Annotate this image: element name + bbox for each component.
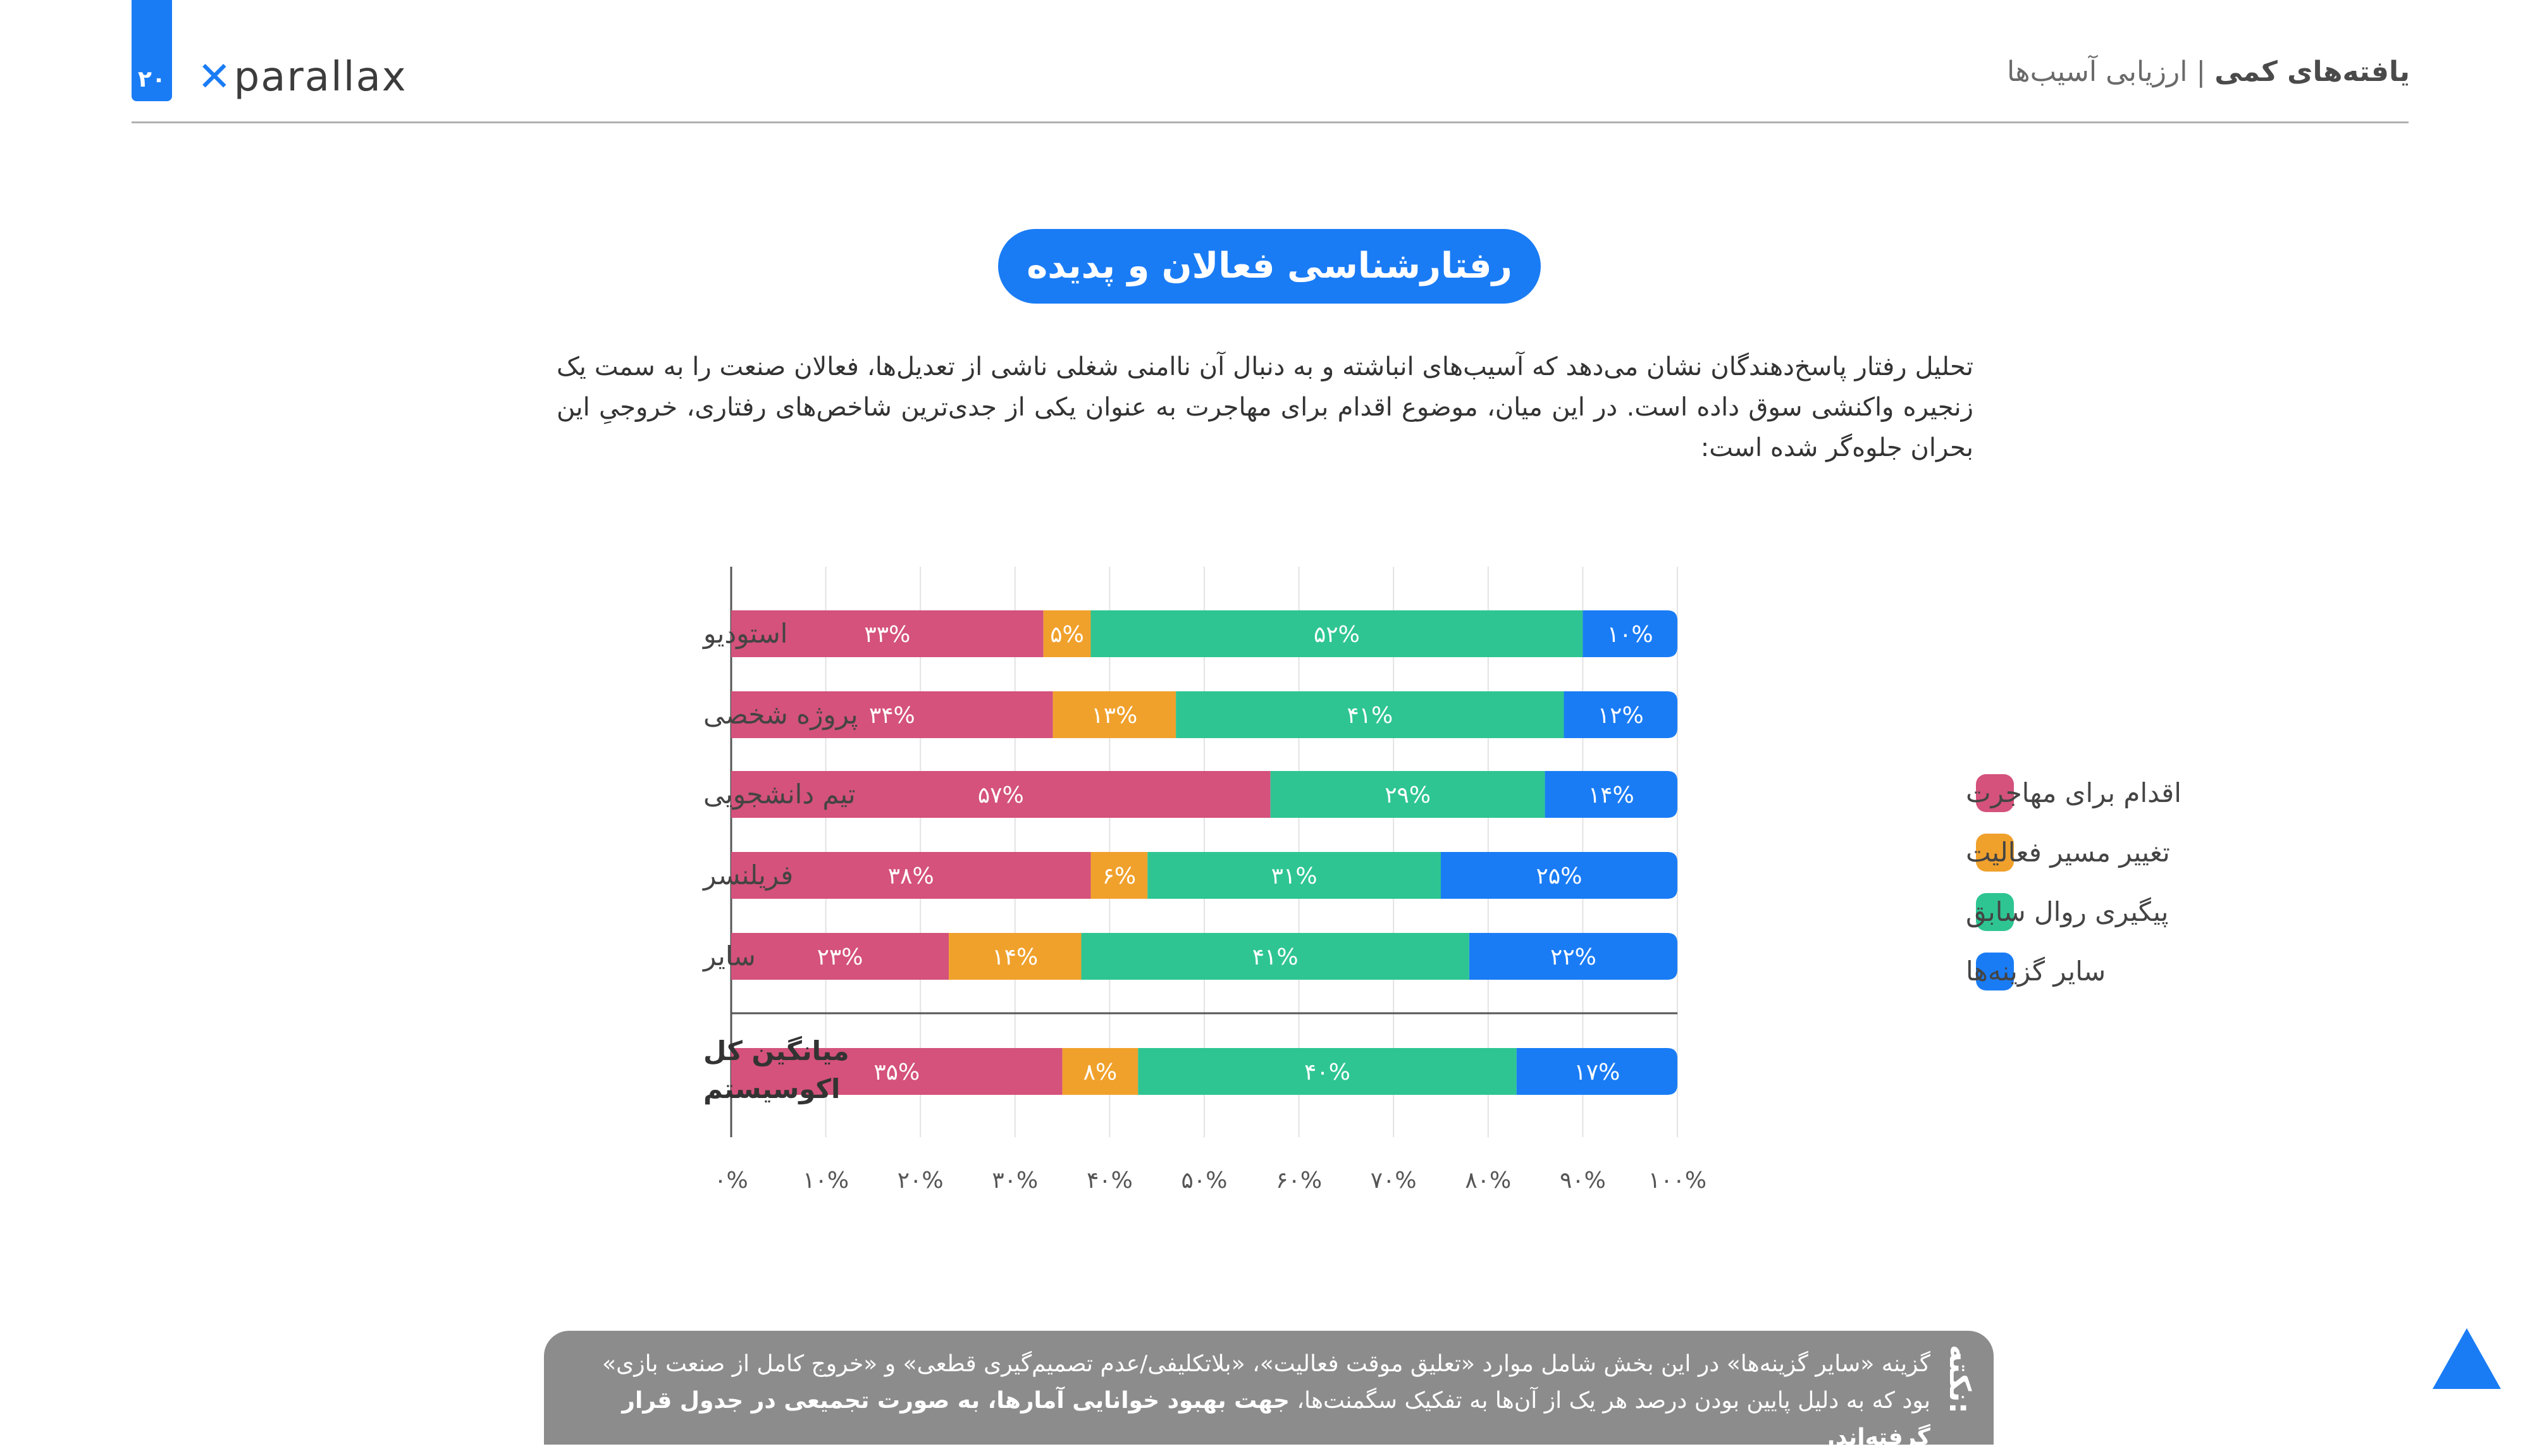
data-label: ۳۳% <box>864 622 910 648</box>
data-label: ۴۱% <box>1347 703 1393 729</box>
legend-swatch <box>1976 774 2014 812</box>
section-breadcrumb: یافته‌های کمی | ارزیابی آسیب‌ها <box>2007 56 2410 88</box>
category-label: اکوسیستم <box>703 1073 840 1105</box>
bar-segment <box>731 1048 1063 1095</box>
data-label: ۱۴% <box>1588 782 1634 808</box>
bar-segment <box>731 933 949 980</box>
page-title: رفتارشناسی فعالان و پدیده مهاجرت <box>998 229 1541 361</box>
data-label: ۵۲% <box>1314 622 1360 648</box>
category-label: تیم دانشجویی <box>703 779 856 810</box>
data-label: ۳۸% <box>888 863 934 889</box>
x-tick-label: ۴۰% <box>1087 1168 1133 1194</box>
legend-label: پیگیری روال سابق <box>1966 896 2168 928</box>
x-tick-label: ۲۰% <box>898 1168 944 1194</box>
bar-segment <box>949 933 1082 980</box>
bar-segment <box>1081 933 1469 980</box>
note-body: گزینه «سایر گزینه‌ها» در این بخش شامل مو… <box>602 1351 1930 1414</box>
x-tick-label: ۳۰% <box>992 1168 1038 1194</box>
data-label: ۱۳% <box>1091 703 1137 729</box>
bar-segment <box>1176 691 1564 738</box>
category-label: میانگین کل <box>703 1035 849 1067</box>
bar-segment <box>1090 852 1148 899</box>
bar-segment <box>731 610 1044 657</box>
x-tick-label: ۶۰% <box>1276 1168 1322 1194</box>
bar-segment <box>1545 771 1677 818</box>
section-title: یافته‌های کمی <box>2214 56 2410 88</box>
category-label: استودیو <box>702 618 787 649</box>
legend-label: سایر گزینه‌ها <box>1966 956 2106 987</box>
data-label: ۲۵% <box>1536 863 1583 889</box>
category-label: فریلنسر <box>702 860 793 891</box>
bar-segment <box>1564 691 1677 738</box>
stacked-bar-chart: ۰% ۱۰% ۲۰% ۳۰% ۴۰% ۵۰% ۶۰% ۷۰% ۸۰% ۹۰% ۱۰۰% ۳۳% ۵% ۵۲… <box>702 567 2181 1194</box>
data-label: ۸% <box>1083 1059 1118 1085</box>
bar-segment <box>1052 691 1176 738</box>
page-number-tab: ۲۰ <box>132 0 172 101</box>
data-label: ۳۱% <box>1271 863 1317 889</box>
data-label: ۵% <box>1050 622 1084 648</box>
breadcrumb-separator: | <box>2187 56 2215 88</box>
data-label: ۵۷% <box>978 782 1024 808</box>
bar-segment <box>1062 1048 1138 1095</box>
section-subtitle: ارزیابی آسیب‌ها <box>2006 56 2188 88</box>
logo-text: parallax <box>233 54 407 101</box>
data-label: ۴۱% <box>1252 944 1299 970</box>
bar-segment <box>1138 1048 1517 1095</box>
bar-segment <box>1469 933 1677 980</box>
data-label: ۲۲% <box>1550 944 1596 970</box>
legend-swatch <box>1976 953 2014 990</box>
bar-segment <box>731 691 1053 738</box>
logo: ✕ parallax <box>197 54 407 101</box>
legend-label: اقدام برای مهاجرت <box>1966 777 2181 809</box>
x-tick-label: ۱۰% <box>803 1168 849 1194</box>
data-label: ۶% <box>1102 863 1137 889</box>
bar-segment <box>731 771 1271 818</box>
bar-segment <box>1043 610 1091 657</box>
data-label: ۳۵% <box>873 1059 920 1085</box>
note-text: گزینه «سایر گزینه‌ها» در این بخش شامل مو… <box>577 1346 1930 1456</box>
bar-segment <box>1270 771 1545 818</box>
bar-segment <box>1090 610 1583 657</box>
note-box: نکته: گزینه «سایر گزینه‌ها» در این بخش ش… <box>544 1331 1994 1450</box>
page-number: ۲۰ <box>138 66 166 92</box>
legend-label: تغییر مسیر فعالیت <box>1966 837 2170 868</box>
bar-segment <box>1147 852 1441 899</box>
data-label: ۲۹% <box>1385 782 1431 808</box>
note-label: نکته: <box>1943 1345 1977 1414</box>
data-label: ۱۲% <box>1598 703 1644 729</box>
x-tick-label: ۷۰% <box>1371 1168 1417 1194</box>
header-divider <box>132 121 2409 123</box>
intro-paragraph: تحلیل رفتار پاسخ‌دهندگان نشان می‌دهد که … <box>557 352 1973 462</box>
triangle-icon <box>2433 1328 2501 1389</box>
x-tick-label: ۱۰۰% <box>1648 1168 1706 1194</box>
category-label: سایر <box>702 941 756 972</box>
category-label: پروژه شخصی <box>703 699 858 731</box>
legend-swatch <box>1976 834 2014 872</box>
x-tick-label: ۹۰% <box>1560 1168 1606 1194</box>
x-tick-label: ۵۰% <box>1182 1168 1228 1194</box>
legend-swatch <box>1976 893 2014 931</box>
bar-segment <box>1441 852 1677 899</box>
x-tick-label: ۰% <box>714 1168 748 1194</box>
data-label: ۱۴% <box>992 944 1038 970</box>
data-label: ۱۷% <box>1574 1059 1620 1085</box>
bar-segment <box>731 852 1091 899</box>
data-label: ۳۴% <box>869 703 915 729</box>
logo-mark-icon: ✕ <box>197 54 231 101</box>
bar-segment <box>1583 610 1677 657</box>
data-label: ۱۰% <box>1607 622 1653 648</box>
data-label: ۲۳% <box>817 944 863 970</box>
data-label: ۴۰% <box>1304 1059 1350 1085</box>
x-tick-label: ۸۰% <box>1465 1168 1511 1194</box>
bar-segment <box>1516 1048 1677 1095</box>
